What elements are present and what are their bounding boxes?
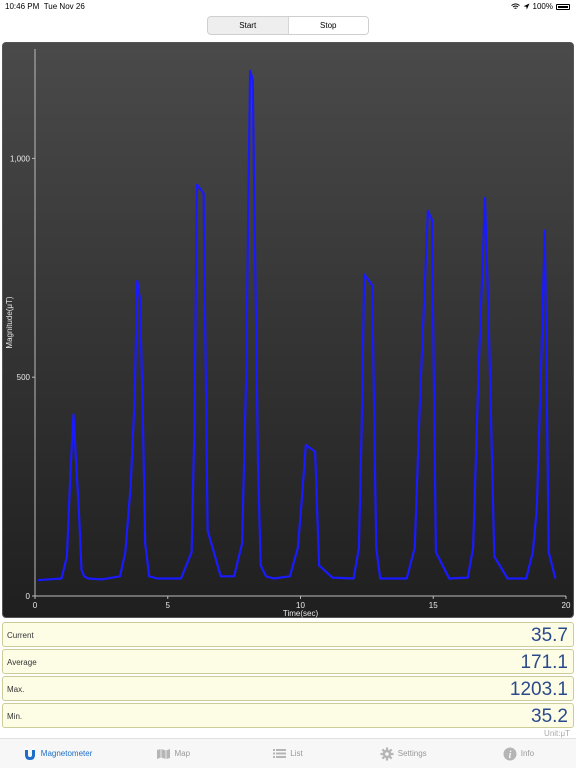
info-icon: i <box>503 747 517 761</box>
y-tick-label: 0 <box>26 592 31 601</box>
tab-map[interactable]: Map <box>115 739 230 768</box>
readout-value: 35.2 <box>531 706 568 727</box>
tab-magnetometer[interactable]: Magnetometer <box>0 739 115 768</box>
status-bar: 10:46 PM Tue Nov 26 100% <box>0 0 576 14</box>
x-tick-label: 15 <box>429 601 438 610</box>
stop-button[interactable]: Stop <box>287 17 368 34</box>
status-date: Tue Nov 26 <box>43 2 85 11</box>
battery-percent: 100% <box>532 2 553 11</box>
readout-label: Min. <box>7 712 23 721</box>
readout-value: 1203.1 <box>509 679 568 700</box>
magnet-icon <box>24 747 35 760</box>
x-tick-label: 5 <box>166 601 171 610</box>
battery-icon <box>556 3 570 10</box>
readout-label: Average <box>7 658 37 667</box>
magnitude-series-line <box>37 69 557 582</box>
unit-label: Unit:μT <box>544 729 570 738</box>
tab-settings[interactable]: Settings <box>346 739 461 768</box>
tab-bar: Magnetometer Map List Settings i Info <box>0 738 576 768</box>
x-tick-label: 0 <box>33 601 38 610</box>
status-indicators: 100% <box>510 2 570 11</box>
tab-list[interactable]: List <box>230 739 345 768</box>
chart-canvas: 0 500 1,000 0 5 10 15 20 Time(sec) Magnitude(μT) <box>5 49 571 618</box>
y-axis-label: Magnitude(μT) <box>5 296 14 349</box>
start-stop-control: Start Stop <box>207 16 369 35</box>
tab-label: Map <box>174 749 191 758</box>
readout-label: Max. <box>7 685 25 694</box>
readout-max: Max. 1203.1 <box>2 676 574 701</box>
readout-average: Average 171.1 <box>2 649 574 674</box>
readout-min: Min. 35.2 <box>2 703 574 728</box>
tab-label: Settings <box>397 749 427 758</box>
tab-label: Magnetometer <box>40 749 93 758</box>
x-tick-label: 10 <box>296 601 305 610</box>
x-axis-label: Time(sec) <box>283 609 319 618</box>
y-tick-label: 1,000 <box>10 154 31 163</box>
location-arrow-icon <box>523 3 530 10</box>
svg-text:i: i <box>508 750 511 761</box>
readout-label: Current <box>7 631 34 640</box>
readout-value: 171.1 <box>520 652 568 673</box>
start-button[interactable]: Start <box>239 21 257 30</box>
map-icon <box>156 748 170 759</box>
list-icon <box>273 749 287 758</box>
readout-current: Current 35.7 <box>2 622 574 647</box>
magnitude-chart: 0 500 1,000 0 5 10 15 20 Time(sec) Magnitude(μT) <box>2 42 574 618</box>
y-tick-label: 500 <box>17 373 31 382</box>
tab-label: Info <box>520 749 535 758</box>
status-clock: 10:46 PM <box>5 2 40 11</box>
wifi-icon <box>510 3 520 9</box>
status-time: 10:46 PM Tue Nov 26 <box>5 2 85 11</box>
readouts-panel: Current 35.7 Average 171.1 Max. 1203.1 M… <box>2 622 574 730</box>
readout-value: 35.7 <box>531 625 568 646</box>
tab-info[interactable]: i Info <box>461 739 576 768</box>
tab-label: List <box>290 749 303 758</box>
gear-icon <box>380 747 394 760</box>
x-tick-label: 20 <box>562 601 571 610</box>
